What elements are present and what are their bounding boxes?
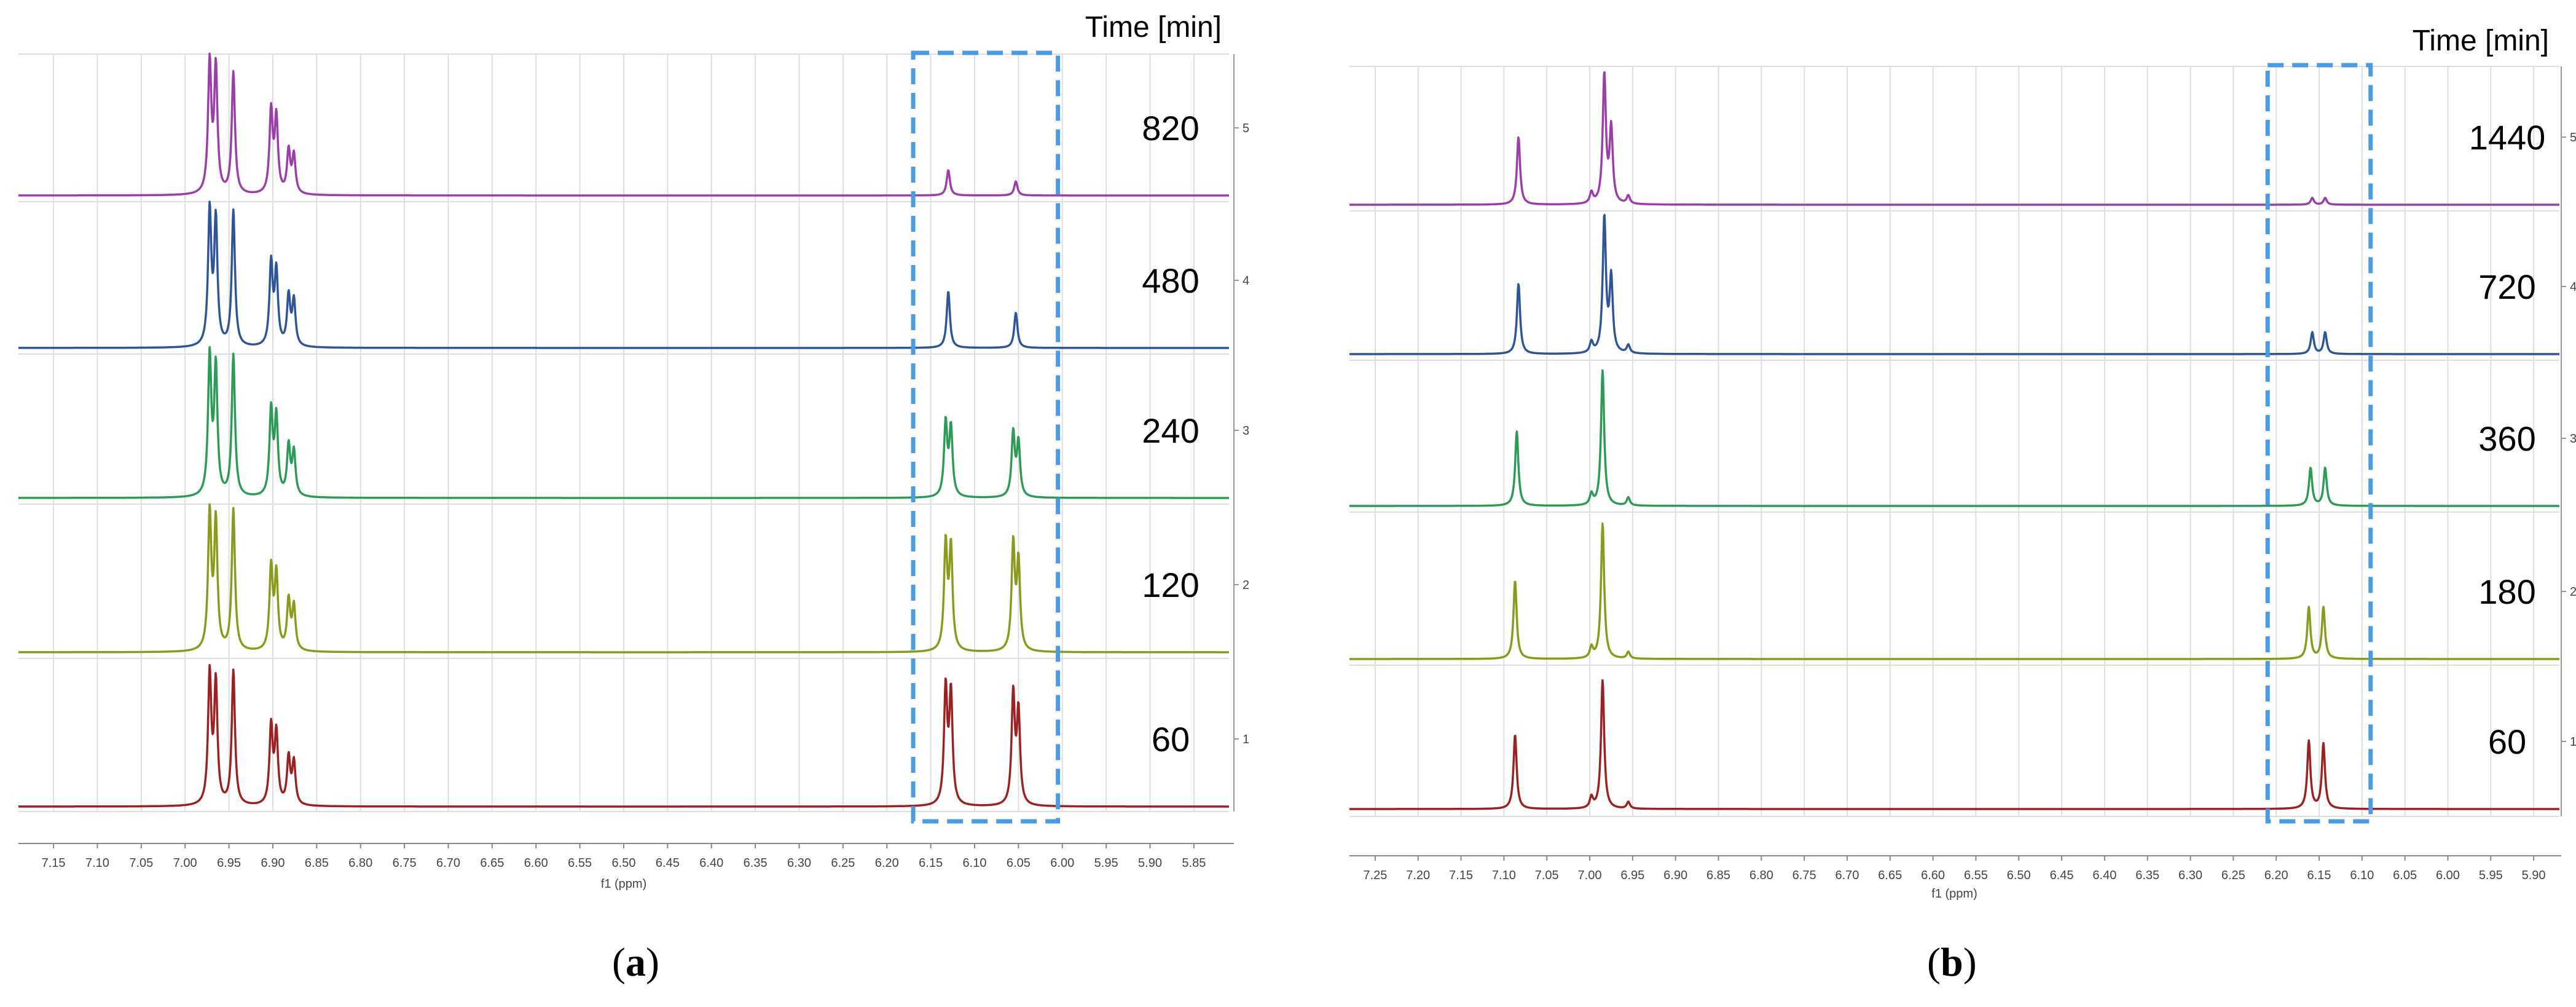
- x-tick-label-a-2: 7.05: [129, 856, 153, 870]
- x-tick-label-b-7: 6.90: [1663, 869, 1687, 882]
- x-axis-label-a: f1 (ppm): [601, 877, 646, 891]
- spectrum-a-820: [18, 52, 1230, 197]
- highlight-box-b: [2265, 63, 2373, 824]
- x-tick-label-b-8: 6.85: [1706, 869, 1730, 882]
- time-label-b-180: 180: [2478, 572, 2535, 611]
- x-tick-label-b-19: 6.30: [2178, 869, 2202, 882]
- time-label-a-240: 240: [1142, 411, 1199, 450]
- x-tick-label-a-24: 5.95: [1094, 856, 1118, 870]
- x-tick-label-a-5: 6.90: [261, 856, 285, 870]
- spectrum-a-120: [18, 503, 1230, 654]
- x-tick-label-b-12: 6.65: [1878, 869, 1902, 882]
- x-tick-label-b-10: 6.75: [1793, 869, 1816, 882]
- time-label-a-820: 820: [1142, 109, 1199, 148]
- x-tick-label-b-17: 6.40: [2092, 869, 2116, 882]
- highlight-box-a: [911, 50, 1061, 824]
- index-label-a-4: 4: [1243, 274, 1249, 288]
- x-tick-label-b-9: 6.80: [1749, 869, 1773, 882]
- x-tick-label-a-13: 6.50: [612, 856, 636, 870]
- x-tick-label-b-26: 5.95: [2479, 869, 2503, 882]
- x-tick-label-a-17: 6.30: [787, 856, 811, 870]
- x-tick-label-a-6: 6.85: [305, 856, 329, 870]
- x-tick-label-a-22: 6.05: [1007, 856, 1031, 870]
- chart-title-b: Time [min]: [2413, 25, 2549, 57]
- x-tick-label-a-26: 5.85: [1182, 856, 1206, 870]
- x-tick-label-a-1: 7.10: [85, 856, 109, 870]
- x-tick-label-b-14: 6.55: [1964, 869, 1988, 882]
- x-tick-label-b-6: 6.95: [1620, 869, 1644, 882]
- x-axis-label-b: f1 (ppm): [1931, 887, 1977, 901]
- spectrum-b-360: [1349, 369, 2560, 507]
- x-tick-label-a-8: 6.75: [393, 856, 417, 870]
- spectrum-a-240: [18, 346, 1230, 499]
- x-tick-label-b-11: 6.70: [1835, 869, 1859, 882]
- x-tick-label-b-25: 6.00: [2436, 869, 2460, 882]
- x-tick-label-b-18: 6.35: [2135, 869, 2159, 882]
- time-label-a-480: 480: [1142, 261, 1199, 300]
- time-label-b-360: 360: [2478, 419, 2535, 458]
- x-tick-label-b-4: 7.05: [1535, 869, 1559, 882]
- caption-b: (b): [1927, 940, 1977, 985]
- time-label-b-720: 720: [2478, 267, 2535, 306]
- x-tick-label-a-15: 6.40: [699, 856, 723, 870]
- x-tick-label-b-13: 6.60: [1921, 869, 1945, 882]
- index-label-b-1: 1: [2570, 735, 2576, 749]
- x-tick-label-b-3: 7.10: [1492, 869, 1516, 882]
- index-label-b-5: 5: [2570, 131, 2576, 144]
- x-tick-label-b-0: 7.25: [1363, 869, 1387, 882]
- x-tick-label-a-10: 6.65: [480, 856, 504, 870]
- x-tick-label-b-5: 7.00: [1578, 869, 1602, 882]
- index-label-b-2: 2: [2570, 585, 2576, 599]
- index-label-a-2: 2: [1243, 579, 1249, 592]
- x-tick-label-b-27: 5.90: [2522, 869, 2546, 882]
- x-tick-label-a-23: 6.00: [1050, 856, 1074, 870]
- x-tick-label-b-15: 6.50: [2007, 869, 2031, 882]
- x-tick-label-b-23: 6.10: [2350, 869, 2374, 882]
- x-tick-label-a-14: 6.45: [656, 856, 680, 870]
- x-tick-label-b-2: 7.15: [1449, 869, 1473, 882]
- index-label-a-3: 3: [1243, 424, 1249, 438]
- x-tick-label-a-20: 6.15: [919, 856, 943, 870]
- time-label-a-120: 120: [1142, 566, 1199, 604]
- x-tick-label-b-16: 6.45: [2050, 869, 2074, 882]
- x-tick-label-a-0: 7.15: [42, 856, 66, 870]
- chart-title-a: Time [min]: [1085, 11, 1222, 44]
- x-tick-label-a-18: 6.25: [831, 856, 855, 870]
- x-tick-label-a-16: 6.35: [744, 856, 768, 870]
- x-tick-label-b-24: 6.05: [2393, 869, 2417, 882]
- x-tick-label-a-7: 6.80: [348, 856, 372, 870]
- x-tick-label-a-4: 6.95: [217, 856, 241, 870]
- index-label-b-4: 4: [2570, 280, 2576, 294]
- spectrum-a-480: [18, 200, 1230, 349]
- x-tick-label-a-9: 6.70: [436, 856, 460, 870]
- x-tick-label-a-25: 5.90: [1138, 856, 1162, 870]
- x-tick-label-a-11: 6.60: [524, 856, 548, 870]
- index-label-a-5: 5: [1243, 122, 1249, 135]
- x-tick-label-a-19: 6.20: [875, 856, 899, 870]
- spectrum-b-720: [1349, 214, 2560, 355]
- spectrum-a-60: [18, 663, 1230, 808]
- index-label-b-3: 3: [2570, 432, 2576, 446]
- spectrum-b-60: [1349, 679, 2560, 810]
- x-tick-label-b-21: 6.20: [2264, 869, 2288, 882]
- x-tick-label-b-20: 6.25: [2221, 869, 2245, 882]
- caption-a: (a): [612, 940, 659, 985]
- time-label-b-60: 60: [2488, 722, 2526, 761]
- x-tick-label-a-3: 7.00: [173, 856, 197, 870]
- x-tick-label-b-22: 6.15: [2307, 869, 2331, 882]
- x-tick-label-b-1: 7.20: [1406, 869, 1430, 882]
- time-label-b-1440: 1440: [2469, 118, 2546, 157]
- spectrum-b-180: [1349, 522, 2560, 660]
- x-tick-label-a-21: 6.10: [963, 856, 987, 870]
- index-label-a-1: 1: [1243, 733, 1249, 746]
- x-tick-label-a-12: 6.55: [568, 856, 592, 870]
- time-label-a-60: 60: [1152, 720, 1190, 759]
- spectrum-b-1440: [1349, 71, 2560, 206]
